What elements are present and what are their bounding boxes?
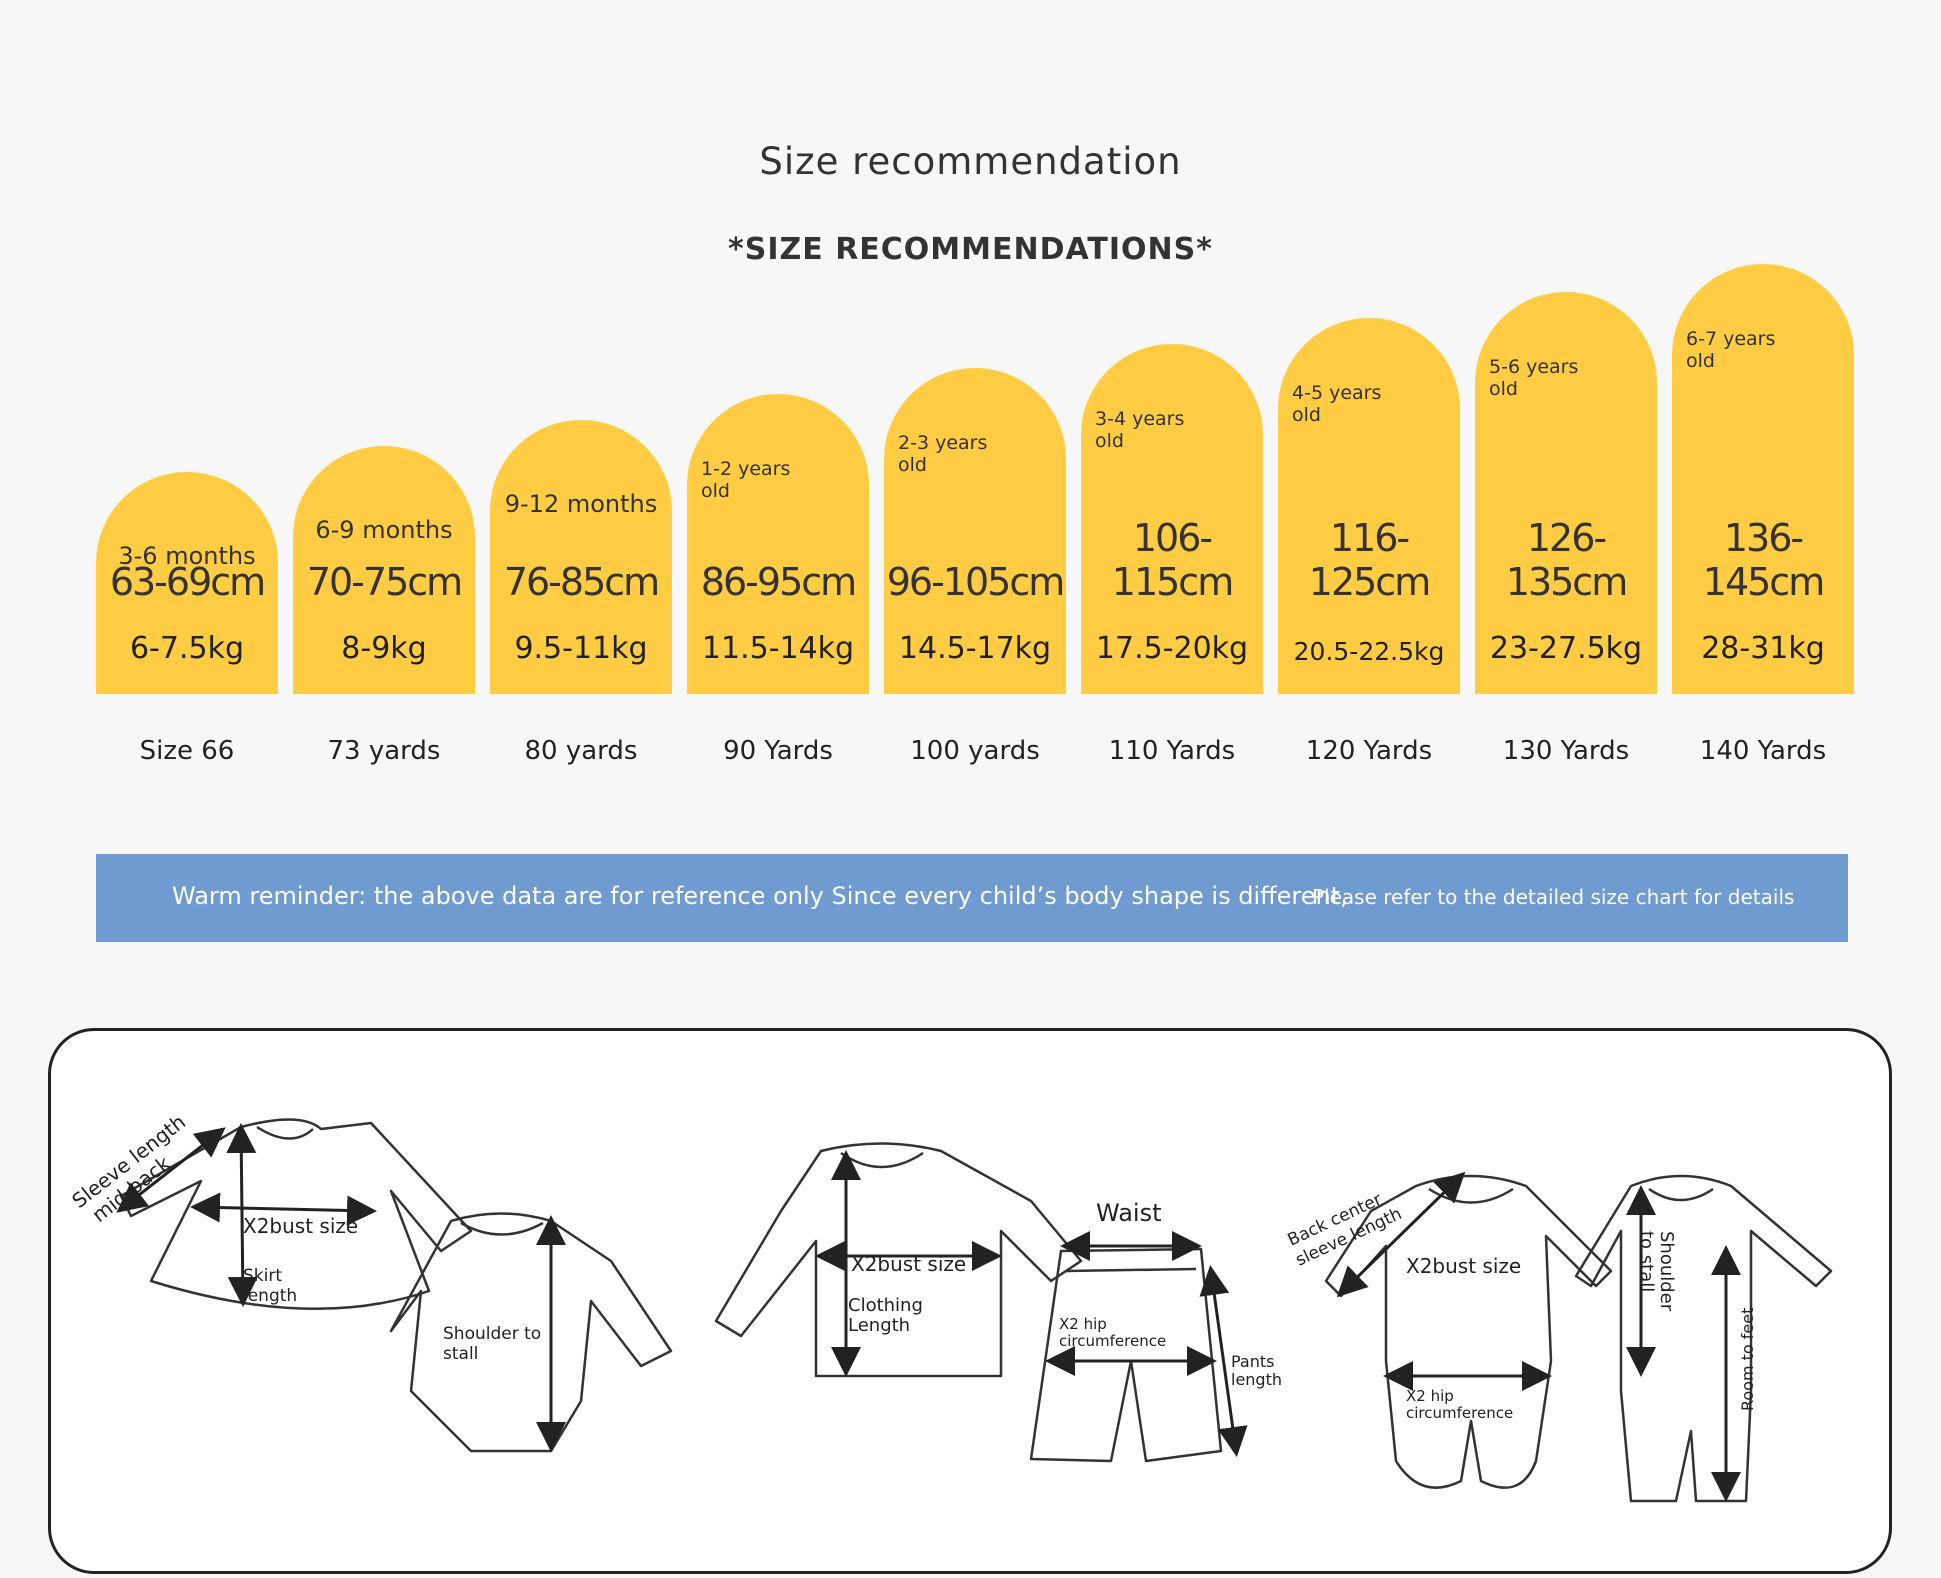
weight-label: 14.5-17kg <box>898 631 1052 666</box>
size-column: 6-7 years old 136-145cm 28-31kg 140 Yards <box>1672 264 1854 780</box>
pants-outline <box>1029 1247 1223 1463</box>
label-clothing-1: Clothing <box>848 1295 923 1316</box>
label-shoulder-stall-2: stall <box>443 1344 478 1364</box>
page-subtitle: *SIZE RECOMMENDATIONS* <box>728 232 1213 267</box>
age-label: 4-5 years old <box>1292 382 1382 426</box>
label-bust-2: X2bust size <box>851 1252 966 1276</box>
label-skirt-1: Skirt <box>243 1266 282 1286</box>
size-column: 1-2 years old 86-95cm 11.5-14kg 90 Yards <box>687 270 869 780</box>
label-skirt-2: length <box>243 1286 297 1306</box>
age-label: 6-9 months <box>315 516 453 544</box>
size-column: 2-3 years old 96-105cm 14.5-17kg 100 yards <box>884 270 1066 780</box>
size-label: 130 Yards <box>1502 736 1630 766</box>
size-arch: 1-2 years old 86-95cm 11.5-14kg <box>687 394 869 694</box>
size-arch: 2-3 years old 96-105cm 14.5-17kg <box>884 368 1066 694</box>
label-pants-2: length <box>1231 1370 1282 1389</box>
label-clothing-2: Length <box>848 1315 910 1336</box>
weight-label: 9.5-11kg <box>514 631 648 666</box>
size-arch: 6-9 months 70-75cm 8-9kg <box>293 446 475 694</box>
height-label: 70-75cm <box>306 560 463 604</box>
age-label: 5-6 years old <box>1489 356 1579 400</box>
size-arch: 3-6 months 63-69cm 6-7.5kg <box>96 472 278 694</box>
height-label: 86-95cm <box>700 560 857 604</box>
size-label: 120 Yards <box>1305 736 1433 766</box>
weight-label: 11.5-14kg <box>701 631 855 666</box>
size-chart: 3-6 months 63-69cm 6-7.5kg Size 66 6-9 month… <box>96 264 1856 780</box>
weight-label: 20.5-22.5kg <box>1293 637 1445 666</box>
reminder-banner: Warm reminder: the above data are for re… <box>96 854 1848 942</box>
label-pants-1: Pants <box>1231 1352 1274 1371</box>
height-label: 96-105cm <box>886 560 1066 604</box>
romper-back-outline <box>1574 1174 1833 1503</box>
label-shoulder-stall-4: to stall <box>1636 1231 1657 1292</box>
weight-label: 8-9kg <box>341 631 427 666</box>
age-label: 1-2 years old <box>701 458 791 502</box>
label-hip-1: X2 hip <box>1059 1315 1107 1333</box>
label-bust-1: X2bust size <box>243 1214 358 1238</box>
size-label: Size 66 <box>139 736 235 766</box>
weight-label: 6-7.5kg <box>129 631 245 666</box>
height-label: 136-145cm <box>1702 516 1825 604</box>
size-column: 6-9 months 70-75cm 8-9kg 73 yards <box>293 270 475 780</box>
label-shoulder-stall-1: Shoulder to <box>443 1324 541 1344</box>
measurement-diagram-panel: Sleeve length mid-back X2bust size Skirt… <box>48 1028 1892 1574</box>
weight-label: 28-31kg <box>1701 631 1825 666</box>
height-label: 76-85cm <box>503 560 660 604</box>
size-label: 140 Yards <box>1699 736 1827 766</box>
size-column: 4-5 years old 116-125cm 20.5-22.5kg 120 Yar… <box>1278 270 1460 780</box>
label-hip-1b: circumference <box>1059 1332 1166 1350</box>
height-label: 63-69cm <box>109 560 266 604</box>
age-label: 3-4 years old <box>1095 408 1185 452</box>
label-bust-3: X2bust size <box>1406 1254 1521 1278</box>
label-hip-2: X2 hip <box>1406 1387 1454 1405</box>
size-column: 5-6 years old 126-135cm 23-27.5kg 130 Yards <box>1475 270 1657 780</box>
age-label: 3-6 months <box>118 542 256 570</box>
measurement-diagram: Sleeve length mid-back X2bust size Skirt… <box>67 1110 1833 1503</box>
size-label: 100 yards <box>910 736 1040 766</box>
height-label: 126-135cm <box>1505 516 1628 604</box>
size-label: 90 Yards <box>723 736 833 766</box>
age-label: 9-12 months <box>504 490 658 518</box>
size-column: 9-12 months 76-85cm 9.5-11kg 80 yards <box>490 270 672 780</box>
size-label: 80 yards <box>524 736 638 766</box>
label-shoulder-stall-3: Shoulder <box>1656 1231 1677 1312</box>
size-arch: 3-4 years old 106-115cm 17.5-20kg <box>1081 344 1263 694</box>
size-label: 110 Yards <box>1108 736 1236 766</box>
size-arch: 5-6 years old 126-135cm 23-27.5kg <box>1475 292 1657 694</box>
size-column: 3-4 years old 106-115cm 17.5-20kg 110 Yards <box>1081 270 1263 780</box>
weight-label: 23-27.5kg <box>1489 631 1643 666</box>
romper-front-outline <box>1324 1174 1613 1489</box>
size-arch: 6-7 years old 136-145cm 28-31kg <box>1672 264 1854 694</box>
height-label: 106-115cm <box>1111 516 1234 604</box>
size-column: 3-6 months 63-69cm 6-7.5kg Size 66 <box>96 270 278 780</box>
age-label: 6-7 years old <box>1686 328 1776 372</box>
size-arch: 4-5 years old 116-125cm 20.5-22.5kg <box>1278 318 1460 694</box>
dress-outline <box>119 1118 473 1310</box>
reminder-detail-text: Please refer to the detailed size chart … <box>1312 885 1795 909</box>
age-label: 2-3 years old <box>898 432 988 476</box>
label-hip-2b: circumference <box>1406 1404 1513 1422</box>
label-waist: Waist <box>1096 1199 1161 1227</box>
reminder-text: Warm reminder: the above data are for re… <box>172 882 1348 910</box>
label-room-to-feet: Room to feet <box>1738 1308 1757 1411</box>
page-title: Size recommendation <box>759 140 1182 183</box>
weight-label: 17.5-20kg <box>1095 631 1249 666</box>
height-label: 116-125cm <box>1308 516 1431 604</box>
size-label: 73 yards <box>327 736 441 766</box>
size-arch: 9-12 months 76-85cm 9.5-11kg <box>490 420 672 694</box>
